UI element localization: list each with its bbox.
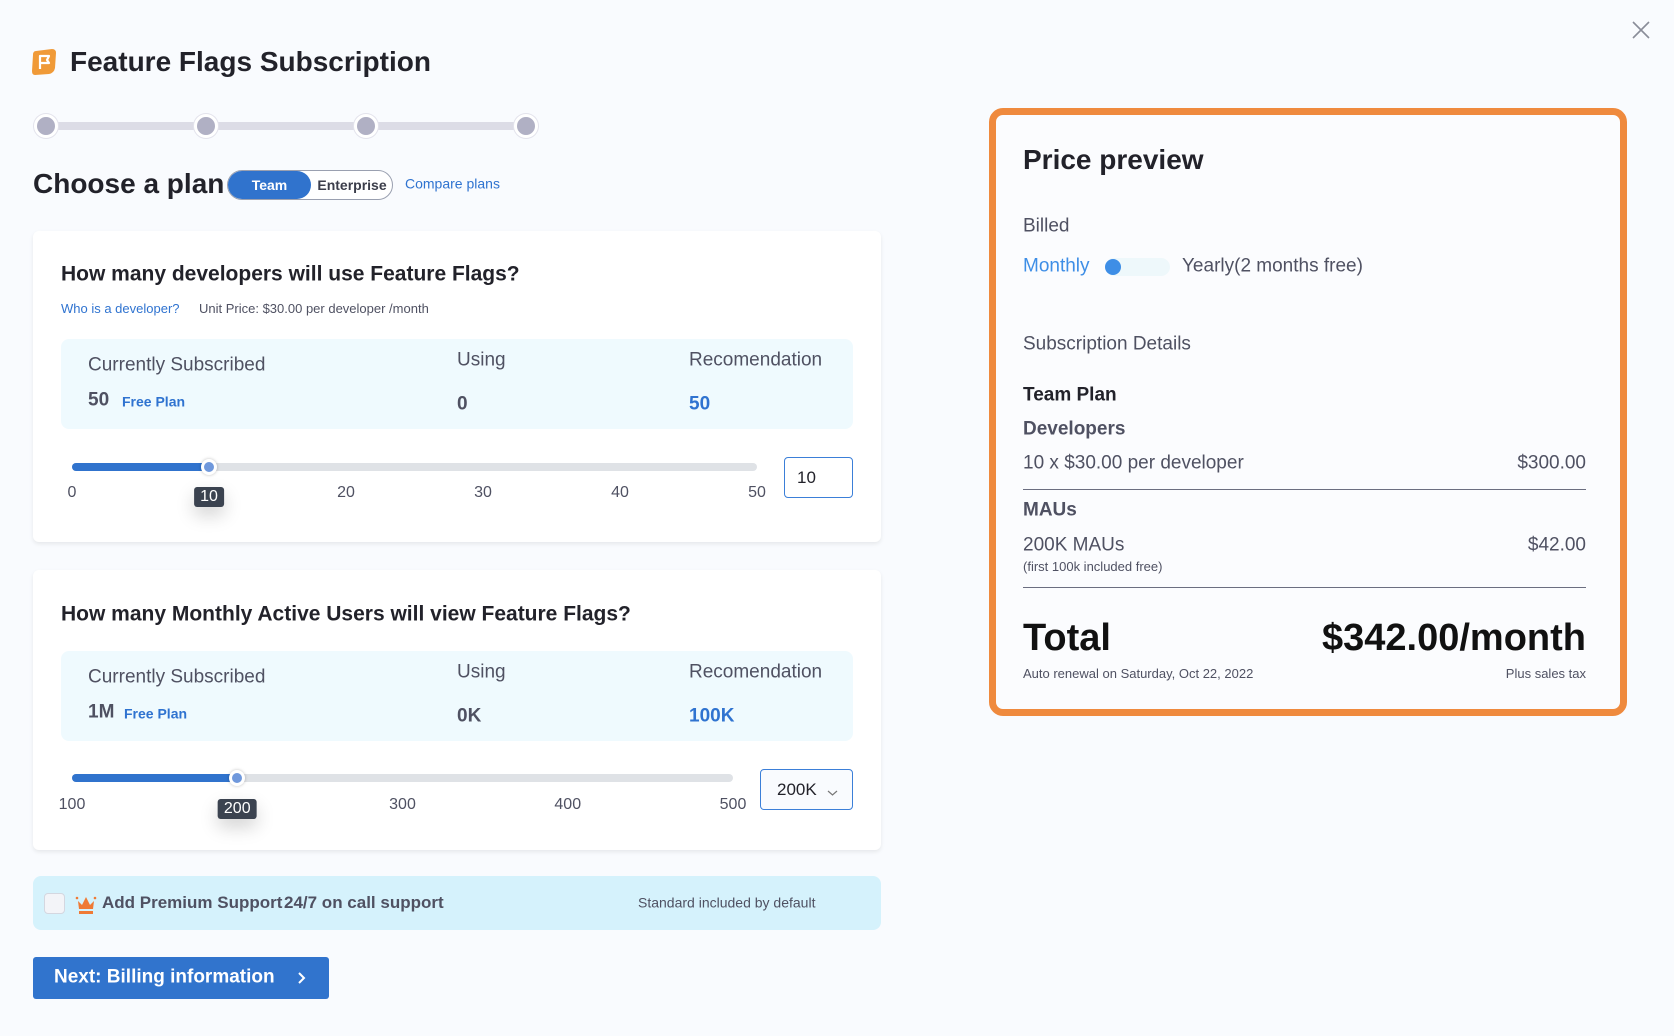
dev-tick-label: 50 [748,484,766,501]
maus-subscribed-label: Currently Subscribed [88,666,266,688]
stepper-track [46,122,526,130]
subscribed-value: 50 [88,389,110,411]
page-title: Feature Flags Subscription [70,46,431,78]
maus-slider-fill [72,774,238,782]
maus-select[interactable]: 200K [760,769,853,810]
who-is-developer-link[interactable]: Who is a developer? [61,301,180,317]
premium-support-sub: 24/7 on call support [284,892,444,912]
chevron-right-icon [297,971,306,990]
maus-using-label: Using [457,661,506,683]
mau-tick-label: 300 [389,796,416,813]
billing-monthly-option[interactable]: Monthly [1023,255,1090,277]
dev-tick-label: 0 [67,484,77,501]
developers-slider-track[interactable] [72,463,757,471]
chevron-down-icon [827,784,838,802]
premium-support-label: Add Premium Support [102,892,283,912]
next-button-label: Next: Billing information [54,966,275,988]
maus-free-plan-badge: Free Plan [124,705,188,722]
dev-tick-label: 30 [474,484,492,501]
free-plan-badge: Free Plan [122,393,186,410]
developers-info-box [61,339,853,429]
crown-icon [75,893,97,920]
maus-subscribed-value: 1M [88,701,115,723]
price-preview-title: Price preview [1023,144,1204,176]
unit-price: Unit Price: $30.00 per developer /month [199,301,429,317]
plan-option-enterprise[interactable]: Enterprise [317,177,387,193]
billing-toggle-knob [1105,259,1121,275]
price-preview-panel: Price preview Billed Monthly Yearly(2 mo… [989,108,1627,716]
plan-name: Team Plan [1023,384,1117,406]
maus-label: MAUs [1023,499,1077,521]
divider [1023,489,1586,490]
step-3[interactable] [354,114,378,138]
next-billing-button[interactable]: Next: Billing information [33,957,329,999]
developers-line: 10 x $30.00 per developer [1023,452,1244,474]
developers-count-value: 10 [797,467,816,487]
maus-price: $42.00 [1527,534,1586,556]
standard-support-note: Standard included by default [638,894,816,911]
maus-note: (first 100k included free) [1023,559,1163,575]
plan-toggle[interactable]: Team Enterprise [227,170,393,200]
sales-tax-note: Plus sales tax [1505,666,1586,682]
dev-tick-label: 20 [337,484,355,501]
compare-plans-link[interactable]: Compare plans [405,175,500,192]
developers-slider-tooltip: 10 [194,487,224,507]
maus-slider-tooltip: 200 [217,799,257,819]
total-label: Total [1023,617,1111,660]
dev-tick-label: 40 [611,484,629,501]
billed-label: Billed [1023,215,1070,237]
step-1[interactable] [34,114,58,138]
recommendation-label: Recomendation [689,349,823,371]
using-label: Using [457,349,506,371]
maus-slider-thumb[interactable] [229,770,246,786]
maus-info-box [61,651,853,741]
developers-slider-thumb[interactable] [201,459,217,475]
choose-plan-heading: Choose a plan [33,168,225,200]
developers-slider-fill [72,463,209,471]
developers-count-input[interactable]: 10 [784,457,853,498]
subscription-details-label: Subscription Details [1023,333,1191,355]
billing-toggle[interactable] [1105,258,1170,276]
auto-renewal-note: Auto renewal on Saturday, Oct 22, 2022 [1023,666,1254,682]
premium-support-bar [33,876,881,930]
total-value: $342.00/month [1322,617,1586,660]
developers-label: Developers [1023,418,1126,440]
close-icon[interactable] [1630,19,1652,41]
maus-slider-track[interactable] [72,774,733,782]
maus-using-value: 0K [457,705,482,727]
subscribed-label: Currently Subscribed [88,354,266,376]
billing-yearly-option[interactable]: Yearly(2 months free) [1182,255,1363,277]
plan-option-team[interactable]: Team [228,171,311,199]
mau-tick-label: 400 [554,796,582,813]
developers-question: How many developers will use Feature Fla… [61,262,520,286]
developers-price: $300.00 [1517,452,1586,474]
premium-support-checkbox[interactable] [44,893,65,914]
step-2[interactable] [194,114,218,138]
maus-recommendation-value: 100K [689,705,735,727]
maus-select-value: 200K [777,779,817,799]
recommendation-value: 50 [689,393,711,415]
divider [1023,587,1586,588]
mau-tick-label: 100 [58,796,86,813]
using-value: 0 [457,393,468,415]
feature-flag-logo-icon [30,48,58,76]
mau-tick-label: 500 [719,796,747,813]
step-4[interactable] [514,114,538,138]
maus-line: 200K MAUs [1023,534,1125,556]
maus-question: How many Monthly Active Users will view … [61,602,631,626]
maus-recommendation-label: Recomendation [689,661,823,683]
